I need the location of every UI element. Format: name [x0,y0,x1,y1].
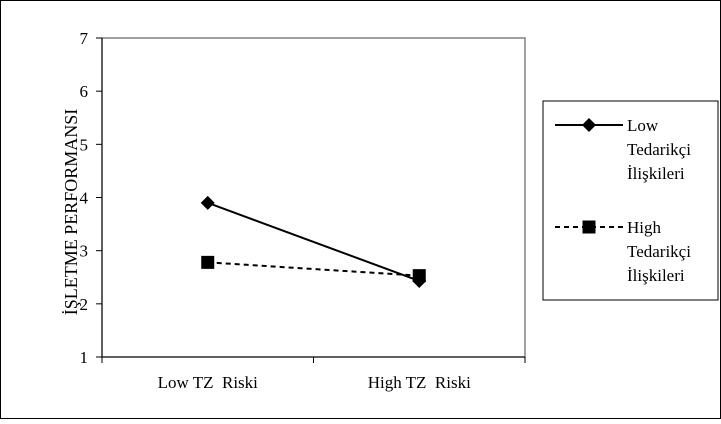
y-tick-label: 4 [80,189,89,208]
legend-label: Tedarikçi [627,242,691,261]
square-marker [201,255,215,269]
y-tick-label: 3 [80,242,89,261]
x-tick-label: Low TZ Riski [158,373,259,392]
y-axis-title: İŞLETME PERFORMANSI [61,109,81,316]
legend-label: Low [627,116,659,135]
square-marker [412,269,426,283]
diamond-marker [200,195,215,210]
square-marker [582,220,596,234]
y-tick-label: 5 [80,135,89,154]
y-tick-label: 7 [80,29,89,48]
legend-label: İlişkileri [627,266,685,285]
y-tick-label: 2 [80,295,89,314]
legend-label: High [627,218,662,237]
y-tick-label: 1 [80,348,89,367]
legend-label: İlişkileri [627,164,685,183]
series-line-1 [207,201,420,282]
legend: Low Tedarikçi İlişkileri High Tedarikçi İlişk… [542,100,719,301]
diamond-marker [582,118,596,132]
y-tick-label: 6 [80,82,89,101]
legend-box [542,100,719,301]
plot-area: 1 2 3 4 5 6 7 Low TZ Riski High TZ Riski [80,29,526,392]
x-tick-label: High TZ Riski [368,373,471,392]
legend-label: Tedarikçi [627,140,691,159]
